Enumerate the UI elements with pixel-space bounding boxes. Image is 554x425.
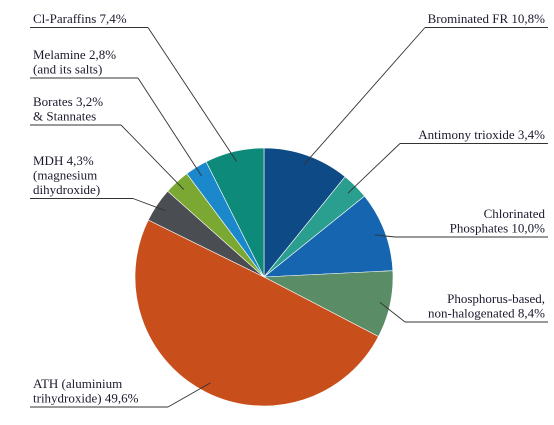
leader-line-1 xyxy=(347,143,401,194)
slice-label-line: Brominated FR 10,8% xyxy=(428,11,546,26)
leader-line-6 xyxy=(120,124,185,190)
leader-line-4 xyxy=(167,382,211,408)
slice-label-line: ATH (aluminium xyxy=(33,376,122,391)
slice-label-3: Phosphorus-based, non-halogenated 8,4% xyxy=(428,291,545,321)
leader-line-2 xyxy=(374,234,396,238)
slice-labels: Brominated FR 10,8% Antimony trioxide 3,4… xyxy=(33,11,545,406)
leader-line-0 xyxy=(303,27,426,166)
pie-slices xyxy=(134,147,394,407)
slice-label-line: (magnesium xyxy=(33,168,97,183)
leader-line-3 xyxy=(379,302,406,323)
slice-label-line: Borates 3,2% xyxy=(33,94,103,109)
pie-slice-2 xyxy=(263,195,394,278)
leader-lines xyxy=(30,27,548,408)
slice-label-6: Borates 3,2% & Stannates xyxy=(33,94,103,124)
pie-slice-0 xyxy=(263,147,346,278)
slice-label-line: (and its salts) xyxy=(33,62,102,77)
leader-line-5 xyxy=(132,198,166,212)
slice-label-line: non-halogenated 8,4% xyxy=(428,306,545,321)
leader-line-7 xyxy=(137,77,202,177)
slice-label-5: MDH 4,3% (magnesium dihydroxide) xyxy=(33,153,100,197)
slice-label-line: dihydroxide) xyxy=(33,182,100,197)
slice-label-4: ATH (aluminium trihydroxide) 49,6% xyxy=(33,376,139,406)
slice-label-line: Melamine 2,8% xyxy=(33,47,116,62)
slice-label-line: MDH 4,3% xyxy=(33,153,94,168)
slice-label-line: Chlorinated xyxy=(484,206,546,221)
slice-label-line: Antimony trioxide 3,4% xyxy=(418,127,545,142)
leader-line-8 xyxy=(147,27,238,162)
slice-label-line: Phosphorus-based, xyxy=(447,291,545,306)
slice-label-line: Phosphates 10,0% xyxy=(450,221,546,236)
slice-label-2: Chlorinated Phosphates 10,0% xyxy=(450,206,546,236)
pie-slice-8 xyxy=(205,147,265,278)
slice-label-line: & Stannates xyxy=(33,109,96,124)
slice-label-7: Melamine 2,8% (and its salts) xyxy=(33,47,116,77)
slice-label-line: Cl-Paraffins 7,4% xyxy=(33,11,127,26)
pie-slice-4 xyxy=(134,219,379,407)
slice-label-1: Antimony trioxide 3,4% xyxy=(418,127,545,142)
slice-label-line: trihydroxide) 49,6% xyxy=(33,391,139,406)
slice-label-8: Cl-Paraffins 7,4% xyxy=(33,11,127,26)
slice-label-0: Brominated FR 10,8% xyxy=(428,11,546,26)
